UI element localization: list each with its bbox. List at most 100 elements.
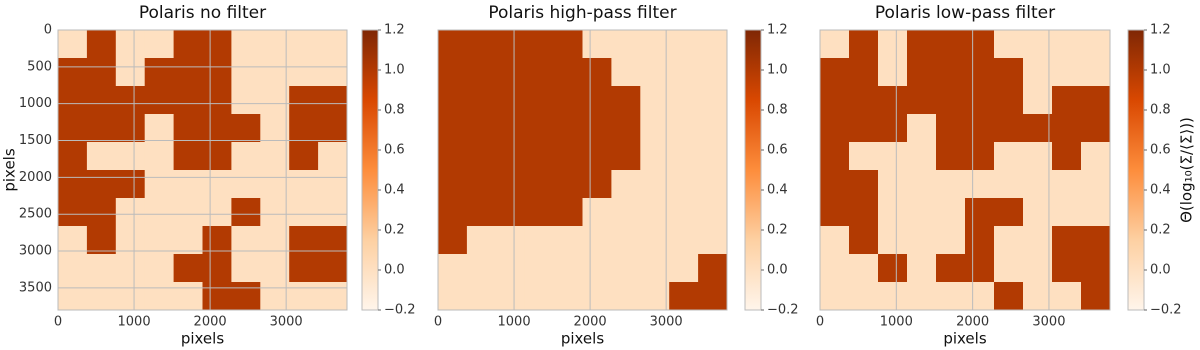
heatmap-cell <box>1023 58 1053 87</box>
heatmap-cell <box>466 170 497 199</box>
heatmap-cell <box>115 198 146 227</box>
heatmap-cell <box>553 142 583 171</box>
heatmap-cell <box>553 282 583 311</box>
colorbar-tick-label: 1.0 <box>1150 63 1171 78</box>
heatmap-cell <box>318 142 348 171</box>
heatmap-cell <box>231 86 261 115</box>
heatmap-cell <box>495 282 526 311</box>
heatmap-cell <box>849 114 879 143</box>
heatmap-cell <box>1023 226 1053 255</box>
heatmap-cell <box>231 30 261 59</box>
x-tick-label: 0 <box>434 315 442 330</box>
heatmap-cell <box>611 170 641 199</box>
heatmap-cell <box>115 58 146 87</box>
heatmap-cell <box>640 198 670 227</box>
heatmap-cell <box>58 254 88 283</box>
heatmap-cell <box>231 142 261 171</box>
heatmap-cell <box>495 86 526 115</box>
heatmap-cell <box>1081 58 1111 87</box>
y-tick-label: 2000 <box>19 170 52 185</box>
heatmap-cell <box>1023 170 1053 199</box>
heatmap-cell <box>820 86 850 115</box>
heatmap-cell <box>994 30 1024 59</box>
heatmap-cell <box>1052 170 1082 199</box>
heatmap-cell <box>965 254 995 283</box>
heatmap-cell <box>878 142 908 171</box>
heatmap-cell <box>438 114 468 143</box>
heatmap-cell <box>466 86 497 115</box>
heatmap-cell <box>611 198 641 227</box>
heatmap-cell <box>669 114 699 143</box>
heatmap-cell <box>907 226 937 255</box>
x-tick-label: 2000 <box>574 315 607 330</box>
heatmap-cell <box>231 254 261 283</box>
heatmap-cell <box>1052 114 1082 143</box>
y-tick-label: 1500 <box>19 133 52 148</box>
heatmap-cell <box>524 142 555 171</box>
heatmap-cell <box>115 170 146 199</box>
colorbar-tick-label: 0.6 <box>1150 143 1171 158</box>
heatmap-cell <box>260 198 290 227</box>
heatmap-cell <box>1052 58 1082 87</box>
heatmap-cell <box>1052 282 1082 311</box>
heatmap-cell <box>907 282 937 311</box>
heatmap-cell <box>965 58 995 87</box>
heatmap-cell <box>231 198 261 227</box>
heatmap-cell <box>289 226 319 255</box>
heatmap-cell <box>202 58 232 87</box>
heatmap-cell <box>58 282 88 311</box>
heatmap-cell <box>878 282 908 311</box>
heatmap-cell <box>438 142 468 171</box>
heatmap-cell <box>878 86 908 115</box>
colorbar-tick-label: 0.4 <box>384 183 405 198</box>
heatmap-cell <box>698 114 728 143</box>
colorbar <box>361 29 379 311</box>
colorbar-tick-label: 0.8 <box>1150 103 1171 118</box>
heatmap-cell <box>553 170 583 199</box>
heatmap-cell <box>173 170 203 199</box>
heatmap-cell <box>289 142 319 171</box>
y-axis-label: pixels <box>1 148 19 192</box>
heatmap-cell <box>611 30 641 59</box>
heatmap-cell <box>611 58 641 87</box>
heatmap-cell <box>640 142 670 171</box>
heatmap-cell <box>611 226 641 255</box>
heatmap-cell <box>289 86 319 115</box>
heatmap-cell <box>144 58 175 87</box>
heatmap-cell <box>495 170 526 199</box>
heatmap-cell <box>318 86 348 115</box>
y-tick-label: 3000 <box>19 244 52 259</box>
heatmap-cell <box>260 226 290 255</box>
heatmap-cell <box>1081 170 1111 199</box>
colorbar-tick-label: 0.0 <box>767 263 788 278</box>
heatmap-cell <box>1081 86 1111 115</box>
heatmap-cell <box>965 142 995 171</box>
heatmap-cell <box>438 254 468 283</box>
heatmap-cell <box>1052 142 1082 171</box>
heatmap-cell <box>698 254 728 283</box>
heatmap-cell <box>669 254 699 283</box>
heatmap-cell <box>611 282 641 311</box>
heatmap-cell <box>936 170 966 199</box>
heatmap-cell <box>611 114 641 143</box>
heatmap-cell <box>144 282 175 311</box>
heatmap-cell <box>1023 86 1053 115</box>
heatmap-cell <box>611 142 641 171</box>
colorbar-tick-label: 1.0 <box>384 63 405 78</box>
heatmap-cell <box>466 58 497 87</box>
colorbar-tick-label: 0.0 <box>1150 263 1171 278</box>
heatmap-cell <box>669 142 699 171</box>
heatmap-cell <box>553 198 583 227</box>
heatmap-cell <box>144 114 175 143</box>
colorbar-tick-label: 1.0 <box>767 63 788 78</box>
heatmap-cell <box>173 226 203 255</box>
x-axis-label: pixels <box>561 330 605 348</box>
colorbar-tick-label: 0.0 <box>384 263 405 278</box>
heatmap-cell <box>936 86 966 115</box>
heatmap-cell <box>466 142 497 171</box>
heatmap-cell <box>878 254 908 283</box>
x-axis-label: pixels <box>943 330 987 348</box>
heatmap-cell <box>907 170 937 199</box>
colorbar-tick-label: 0.2 <box>384 223 405 238</box>
heatmap-cell <box>1052 254 1082 283</box>
